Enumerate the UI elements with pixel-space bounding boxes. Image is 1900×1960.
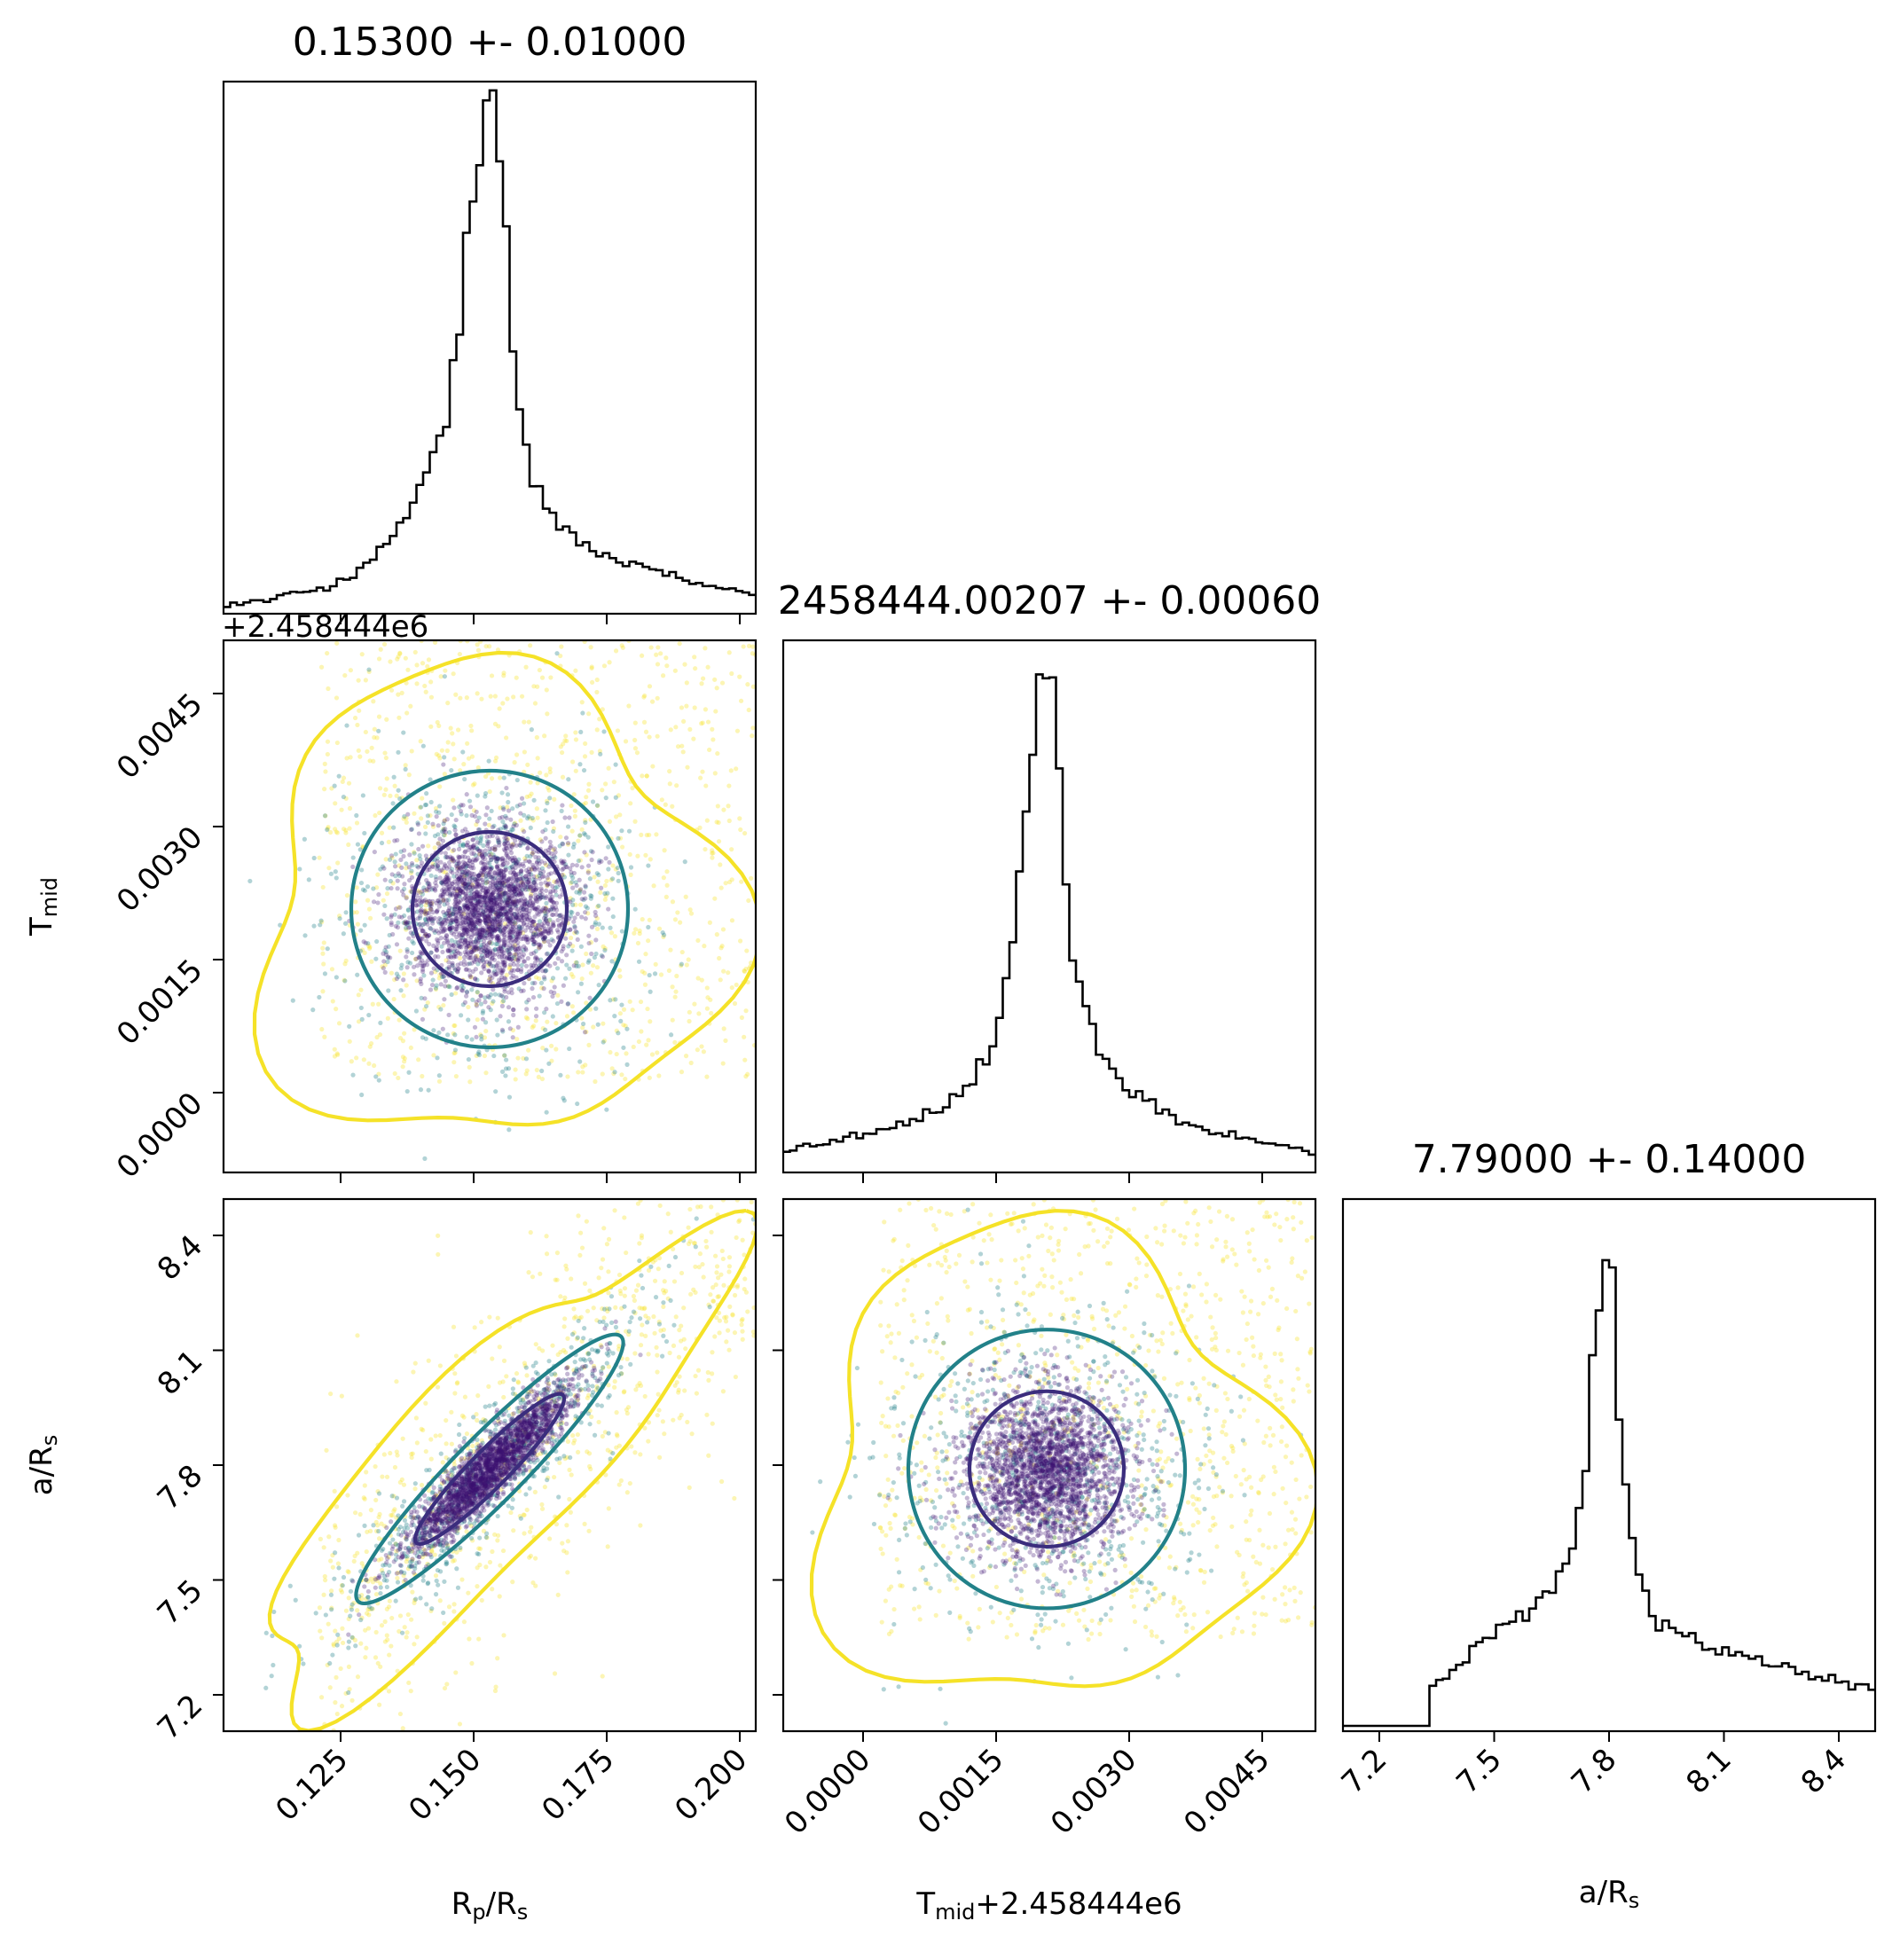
histogram-tmid [783, 673, 1315, 1156]
x-tick-label-tmid: 0.0045 [1177, 1742, 1276, 1841]
x-tick-label-rprs: 0.125 [269, 1742, 355, 1828]
panel-frame-0-0 [222, 80, 758, 615]
y-tick-label-tmid: 0.0015 [110, 953, 209, 1052]
scatter-rprs-tmid [247, 640, 756, 1161]
x-axis-label-rprs: Rp/Rs [451, 1886, 528, 1925]
x-tick-label-rprs: 0.175 [535, 1742, 621, 1828]
title-rprs: 0.15300 +- 0.01000 [293, 20, 687, 65]
contour-middle [354, 1332, 625, 1606]
y-tick-label-tmid: 0.0000 [110, 1086, 209, 1185]
contour-middle [906, 1328, 1188, 1611]
x-tick-label-ars: 8.1 [1679, 1742, 1739, 1801]
contour-inner [967, 1389, 1127, 1549]
y-axis-label-ars: a/Rs [24, 1435, 62, 1495]
x-axis-label-tmid: Tmid+2.458444e6 [915, 1886, 1182, 1925]
x-tick-label-ars: 7.8 [1565, 1742, 1624, 1801]
y-tick-label-tmid: 0.0030 [110, 819, 209, 919]
contour-inner [410, 829, 569, 989]
contour-outer [267, 1209, 756, 1731]
x-tick-label-tmid: 0.0000 [778, 1742, 877, 1841]
scatter-tmid-ars [809, 1199, 1315, 1726]
histogram-ars [1343, 1258, 1875, 1728]
y-tick-label-ars: 7.8 [151, 1458, 210, 1517]
x-tick-label-tmid: 0.0030 [1044, 1742, 1143, 1841]
contour-outer [252, 650, 756, 1127]
y-tick-label-ars: 7.5 [151, 1573, 210, 1633]
histogram-rprs [224, 89, 756, 608]
x-tick-label-rprs: 0.200 [668, 1742, 754, 1828]
panel-frame-1-0 [222, 639, 758, 1174]
x-tick-label-ars: 7.5 [1449, 1742, 1509, 1801]
contour-inner [412, 1392, 567, 1546]
x-tick-label-ars: 7.2 [1335, 1742, 1394, 1801]
y-tick-label-ars: 8.4 [151, 1228, 210, 1288]
y-tick-label-ars: 8.1 [151, 1344, 210, 1403]
title-tmid: 2458444.00207 +- 0.00060 [778, 578, 1322, 623]
y-tick-label-ars: 7.2 [151, 1688, 210, 1747]
contour-outer [809, 1209, 1315, 1689]
x-axis-label-ars: a/Rs [1579, 1875, 1639, 1913]
histogram-steps-rprs [224, 89, 756, 608]
y-tick-label-tmid: 0.0045 [110, 686, 209, 786]
x-tick-label-ars: 8.4 [1794, 1742, 1854, 1801]
panel-frame-1-1 [781, 639, 1317, 1174]
scatter-rprs-ars [263, 1199, 756, 1731]
x-tick-label-tmid: 0.0015 [911, 1742, 1010, 1841]
histogram-steps-tmid [783, 673, 1315, 1156]
title-ars: 7.79000 +- 0.14000 [1412, 1137, 1807, 1182]
x-tick-label-rprs: 0.150 [402, 1742, 488, 1828]
histogram-steps-ars [1343, 1258, 1875, 1728]
panel-frame-2-2 [1341, 1197, 1877, 1733]
offset-text-tmid: +2.458444e6 [222, 609, 428, 645]
y-axis-label-tmid: Tmid [24, 877, 62, 937]
contour-middle [349, 768, 631, 1050]
